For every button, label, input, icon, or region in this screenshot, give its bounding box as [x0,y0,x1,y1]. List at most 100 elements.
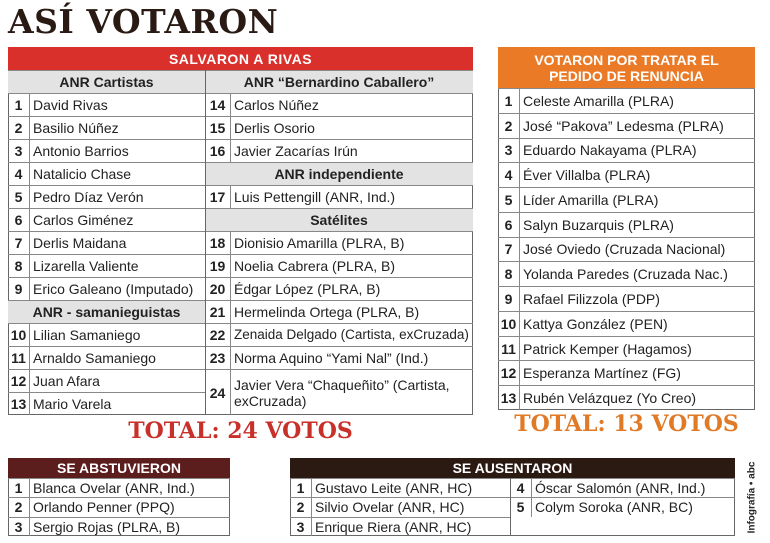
row-name: Éver Villalba (PLRA) [520,162,755,187]
row-name: Hermelinda Ortega (PLRA, B) [231,300,473,323]
row-name: Lizarella Valiente [30,254,205,277]
row-name: Javier Zacarías Irún [231,139,473,162]
row-number: 10 [8,323,30,346]
row-name: Yolanda Paredes (Cruzada Nac.) [520,261,755,286]
row-name: Carlos Giménez [30,208,205,231]
row-number: 5 [8,185,30,208]
subheading: ANR “Bernardino Caballero” [205,70,473,93]
row-name: Colym Soroka (ANR, BC) [532,497,735,516]
row-name: Salyn Buzarquis (PLRA) [520,211,755,237]
row-name: Pedro Díaz Verón [30,185,205,208]
row-number: 4 [498,162,520,188]
row-name: Dionisio Amarilla (PLRA, B) [231,231,473,254]
row-name: Mario Varela [30,392,205,415]
table-heading: SALVARON A RIVAS [8,47,473,70]
subheading: ANR - samanieguistas [8,300,205,323]
row-number: 6 [8,208,30,231]
row-name: Antonio Barrios [30,139,205,162]
row-name: Erico Galeano (Imputado) [30,277,205,300]
row-number: 2 [498,112,520,138]
row-name: Orlando Penner (PPQ) [30,497,230,516]
row-number: 8 [498,261,520,287]
row-number: 12 [8,369,30,392]
row-number: 2 [290,497,312,517]
row-name: Líder Amarilla (PLRA) [520,187,755,212]
row-name: Lilian Samaniego [30,323,205,346]
row-number: 23 [205,346,231,369]
row-number: 11 [8,346,30,369]
row-number: 17 [205,185,231,208]
row-number: 9 [498,286,520,311]
row-name: Sergio Rojas (PLRA, B) [30,516,230,536]
row-number: 1 [8,478,30,498]
row-number: 14 [205,93,231,116]
total: TOTAL: 13 VOTOS [514,411,739,437]
row-name: Rafael Filizzola (PDP) [520,286,755,311]
row-number: 21 [205,300,231,323]
subheading: Satélites [205,208,473,231]
row-name: Blanca Ovelar (ANR, Ind.) [30,478,230,497]
row-number: 15 [205,116,231,139]
row-name: David Rivas [30,93,205,116]
credit-wrap: Infografía • abc [732,455,770,540]
row-name: Norma Aquino “Yami Nal” (Ind.) [231,346,473,369]
column-divider [510,478,511,536]
row-name: Celeste Amarilla (PLRA) [520,88,755,113]
row-name: Édgar López (PLRA, B) [231,277,473,300]
row-number: 4 [510,478,532,498]
row-number: 4 [8,162,30,185]
row-name: Enrique Riera (ANR, HC) [312,516,510,536]
row-name: Noelia Cabrera (PLRA, B) [231,254,473,277]
row-number: 13 [498,385,520,410]
row-number: 3 [290,516,312,536]
row-name: Patrick Kemper (Hagamos) [520,335,755,361]
table-heading: VOTARON POR TRATAR EL PEDIDO DE RENUNCIA [498,47,755,88]
row-name: Derlis Osorio [231,116,473,139]
subheading: ANR independiente [205,162,473,185]
row-number: 3 [498,137,520,163]
row-number: 1 [8,93,30,116]
row-number: 18 [205,231,231,254]
row-number: 24 [205,369,231,415]
row-name: Javier Vera “Chaqueñito” (Cartista, exCr… [231,369,473,415]
row-number: 11 [498,335,520,361]
row-number: 3 [8,516,30,536]
row-number: 7 [498,236,520,262]
row-number: 19 [205,254,231,277]
row-number: 2 [8,497,30,517]
row-number: 10 [498,310,520,336]
row-name: Eduardo Nakayama (PLRA) [520,137,755,163]
row-number: 1 [498,88,520,113]
row-number: 16 [205,139,231,162]
row-name: Natalicio Chase [30,162,205,185]
row-name: Arnaldo Samaniego [30,346,205,369]
page-title: ASÍ VOTARON [8,2,279,41]
row-number: 6 [498,211,520,237]
row-name: Carlos Núñez [231,93,473,116]
row-name: Esperanza Martínez (FG) [520,360,755,385]
row-name: Juan Afara [30,369,205,392]
row-number: 12 [498,360,520,386]
column-divider [205,70,206,415]
row-number: 20 [205,277,231,300]
row-number: 5 [510,497,532,517]
row-name: Kattya González (PEN) [520,310,755,336]
row-number: 8 [8,254,30,277]
row-number: 9 [8,277,30,300]
credit: Infografía • abc [746,461,758,534]
row-name: Gustavo Leite (ANR, HC) [312,478,510,497]
row-number: 2 [8,116,30,139]
row-name: José Oviedo (Cruzada Nacional) [520,236,755,262]
row-number: 13 [8,392,30,415]
row-number: 3 [8,139,30,162]
row-name: Derlis Maidana [30,231,205,254]
subheading: ANR Cartistas [8,70,205,93]
row-number: 7 [8,231,30,254]
row-number: 5 [498,187,520,212]
total: TOTAL: 24 VOTOS [128,418,353,444]
row-name: Óscar Salomón (ANR, Ind.) [532,478,735,497]
row-name: José “Pakova” Ledesma (PLRA) [520,112,755,138]
table-heading: SE AUSENTARON [290,458,735,478]
row-number: 1 [290,478,312,498]
